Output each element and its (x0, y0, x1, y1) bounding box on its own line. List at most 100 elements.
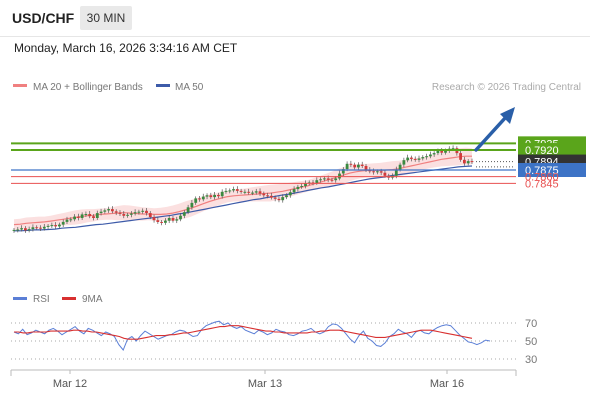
rsi-tick-label: 50 (525, 336, 537, 348)
ma50-legend-swatch (156, 84, 170, 87)
candle (277, 198, 281, 201)
candle (406, 157, 410, 161)
candle (198, 198, 201, 200)
ma20-legend-label: MA 20 + Bollinger Bands (33, 82, 143, 93)
candle (273, 197, 277, 199)
candle (50, 225, 54, 227)
candle (137, 211, 141, 213)
candle (330, 179, 334, 181)
x-tick-label: Mar 13 (248, 378, 282, 390)
candle (194, 198, 198, 203)
candle (372, 171, 375, 173)
support-tag (518, 163, 586, 177)
candle (379, 171, 383, 173)
candle (345, 163, 349, 170)
candle (353, 164, 357, 168)
candle (292, 189, 296, 193)
candle (220, 191, 224, 197)
timestamp: Monday, March 16, 2026 3:34:16 AM CET (14, 41, 238, 55)
forecast-arrow (474, 107, 515, 152)
rsi-plot: 70 50 30 (11, 318, 537, 366)
timeframe-button[interactable]: 30 MIN (80, 6, 132, 30)
candle (394, 169, 398, 176)
x-tick-label: Mar 16 (430, 378, 464, 390)
candle (31, 227, 35, 230)
candle (12, 229, 16, 231)
rsi-tick-label: 30 (525, 354, 537, 366)
candle (254, 191, 258, 193)
candle (251, 192, 254, 194)
candle (84, 214, 88, 215)
candle (27, 229, 31, 231)
candle (39, 227, 42, 229)
candle (118, 212, 122, 214)
candle (95, 213, 99, 218)
candle (300, 186, 304, 187)
candle (46, 225, 50, 227)
support-label: 0.7875 (525, 165, 559, 177)
rsi-legend-swatch (13, 297, 27, 300)
candle (16, 229, 20, 231)
ma20-legend-swatch (13, 84, 27, 87)
candle (175, 219, 179, 221)
candle (80, 214, 84, 218)
candle (470, 161, 474, 163)
candle (425, 156, 428, 158)
candle (205, 195, 209, 197)
candle (99, 211, 103, 213)
candle (364, 166, 368, 170)
candle (296, 186, 300, 190)
candle (451, 148, 455, 150)
candle (228, 190, 232, 192)
candle (92, 216, 95, 218)
candle (190, 202, 194, 208)
ma9-legend-label: 9MA (82, 294, 103, 305)
candle (171, 218, 175, 221)
candle (114, 211, 118, 213)
candle (323, 178, 326, 180)
rsi-tick-label: 70 (525, 318, 537, 330)
candle (65, 219, 69, 222)
candle (410, 157, 413, 159)
level-label: 0.7860 (525, 172, 559, 184)
candle (179, 215, 182, 220)
candle (444, 150, 447, 153)
candle (376, 171, 379, 173)
candle (459, 153, 462, 160)
candle (466, 161, 470, 164)
candle (88, 214, 92, 217)
candle (76, 216, 80, 218)
candle (398, 164, 402, 170)
candle (126, 214, 129, 216)
bollinger-band (14, 147, 472, 230)
candle (258, 191, 262, 194)
candle (42, 226, 46, 229)
candle (413, 158, 417, 160)
candle (148, 213, 152, 218)
candle (69, 219, 73, 221)
candle (304, 183, 307, 186)
candle (319, 179, 322, 181)
candle (58, 224, 61, 227)
candle (421, 157, 425, 159)
candle (24, 228, 27, 231)
candle (360, 164, 364, 166)
candle (285, 195, 288, 198)
candle (54, 225, 57, 227)
candle (417, 158, 421, 160)
candle (270, 195, 273, 198)
candle (111, 209, 114, 212)
rsi-legend-label: RSI (33, 294, 50, 305)
candle (315, 180, 319, 183)
candle (224, 190, 228, 192)
resistance-label: 0.7920 (525, 145, 559, 157)
candle (201, 196, 205, 200)
candle (129, 213, 133, 215)
candle (463, 159, 466, 164)
candle (334, 178, 338, 181)
candle (145, 210, 148, 213)
candle (440, 150, 444, 153)
candle (436, 150, 440, 154)
x-tick-label: Mar 12 (53, 378, 87, 390)
